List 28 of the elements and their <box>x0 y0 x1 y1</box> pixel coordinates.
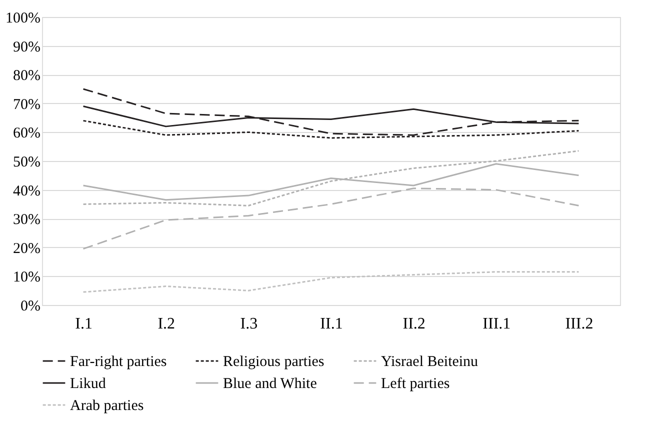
y-tick-label: 100% <box>6 10 40 26</box>
line-series <box>82 150 580 206</box>
line-series <box>82 88 580 136</box>
y-tick-label: 0% <box>20 298 40 314</box>
y-tick-label: 10% <box>13 270 40 286</box>
x-tick-label: III.1 <box>482 316 511 332</box>
x-tick-label: I.3 <box>240 316 258 332</box>
y-tick-label: 30% <box>13 212 40 228</box>
x-tick-label: I.1 <box>75 316 92 332</box>
legend-label: Arab parties <box>70 398 144 414</box>
y-tick-label: 70% <box>13 96 40 113</box>
x-tick-label: I.2 <box>158 316 176 332</box>
legend-label: Left parties <box>381 376 450 392</box>
legend-label: Far-right parties <box>70 354 167 370</box>
y-tick-label: 20% <box>13 240 40 257</box>
x-tick-label: II.1 <box>320 316 343 332</box>
y-tick-label: 50% <box>13 154 40 170</box>
x-tick-label: II.2 <box>402 316 426 332</box>
y-tick-label: 80% <box>13 68 40 84</box>
y-tick-label: 90% <box>13 39 40 56</box>
legend-label: Likud <box>70 376 106 392</box>
y-tick-label: 60% <box>13 126 40 142</box>
x-tick-label: III.2 <box>565 316 594 332</box>
line-series <box>82 271 580 293</box>
legend-label: Blue and White <box>223 376 318 392</box>
y-tick-label: 40% <box>13 183 40 200</box>
legend-label: Religious parties <box>223 354 324 370</box>
legend-label: Yisrael Beiteinu <box>381 354 479 370</box>
